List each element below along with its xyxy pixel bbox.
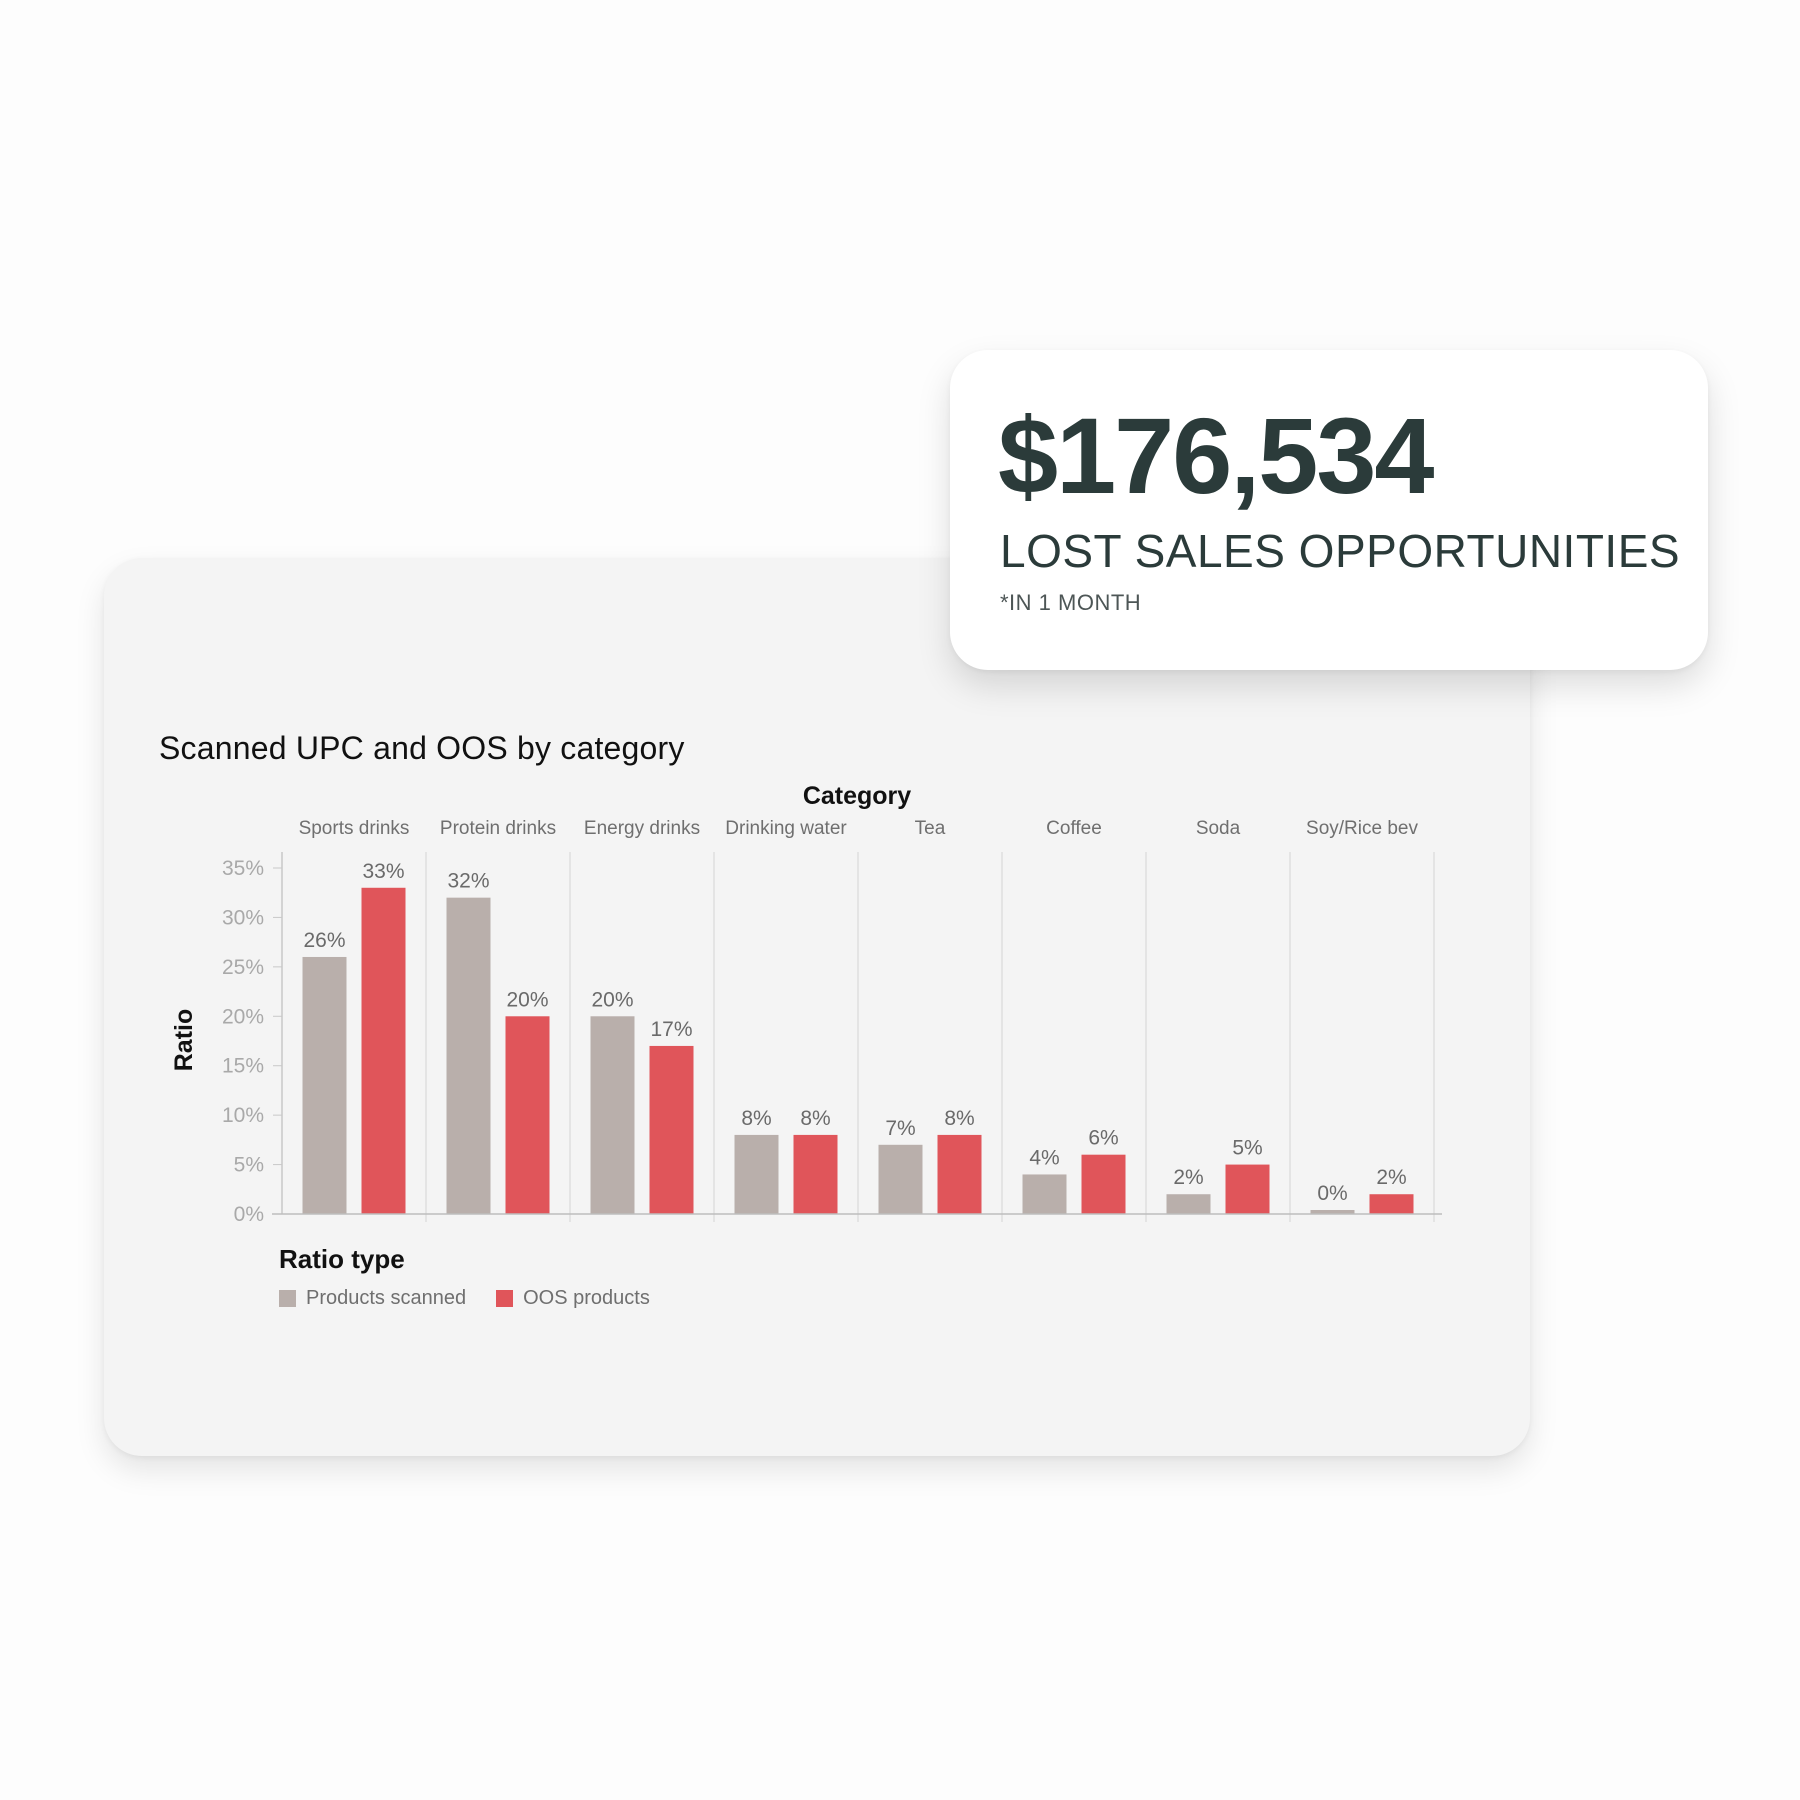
data-label-oos-products-soda: 5%: [1232, 1137, 1262, 1160]
y-axis-title: Ratio: [170, 1009, 198, 1072]
data-label-oos-products-sports-drinks: 33%: [362, 860, 404, 883]
bar-products-scanned-soda: [1166, 1194, 1211, 1214]
data-label-products-scanned-soy-rice-bev: 0%: [1317, 1182, 1347, 1205]
x-axis-title: Category: [803, 782, 911, 810]
kpi-card: $176,534 LOST SALES OPPORTUNITIES *IN 1 …: [950, 350, 1708, 670]
category-label-protein-drinks: Protein drinks: [440, 818, 556, 839]
bar-oos-products-protein-drinks: [505, 1016, 550, 1214]
data-label-products-scanned-drinking-water: 8%: [741, 1107, 771, 1130]
category-label-soy-rice-bev: Soy/Rice bev: [1306, 818, 1418, 839]
category-label-energy-drinks: Energy drinks: [584, 818, 700, 839]
y-tick-label: 25%: [222, 956, 264, 979]
chart-title: Scanned UPC and OOS by category: [159, 730, 685, 766]
kpi-note: *IN 1 MONTH: [1000, 590, 1142, 615]
legend-swatch-oos-products: [496, 1290, 514, 1307]
bar-products-scanned-coffee: [1022, 1174, 1067, 1214]
data-label-oos-products-drinking-water: 8%: [800, 1107, 830, 1130]
bar-products-scanned-sports-drinks: [302, 956, 347, 1214]
bar-oos-products-sports-drinks: [361, 887, 406, 1214]
data-label-oos-products-tea: 8%: [944, 1107, 974, 1130]
y-tick-label: 15%: [222, 1055, 264, 1078]
data-label-oos-products-soy-rice-bev: 2%: [1376, 1166, 1406, 1189]
category-label-sports-drinks: Sports drinks: [299, 818, 410, 839]
kpi-amount: $176,534: [998, 395, 1434, 516]
y-tick-label: 30%: [222, 906, 264, 929]
bar-products-scanned-soy-rice-bev: [1310, 1210, 1355, 1214]
legend-label-oos-products: OOS products: [523, 1287, 650, 1309]
data-label-products-scanned-coffee: 4%: [1029, 1146, 1059, 1169]
plot-area: 0% 5% 10% 15% 20% 25% 30% 35% Sports drinks 26% 33…: [222, 818, 1442, 1226]
data-label-products-scanned-sports-drinks: 26%: [303, 929, 345, 952]
bar-oos-products-energy-drinks: [649, 1045, 694, 1214]
bar-oos-products-drinking-water: [793, 1134, 838, 1214]
data-label-oos-products-coffee: 6%: [1088, 1127, 1118, 1150]
category-label-drinking-water: Drinking water: [725, 818, 847, 839]
y-tick-label: 5%: [234, 1154, 264, 1177]
data-label-products-scanned-tea: 7%: [885, 1117, 915, 1140]
kpi-label: LOST SALES OPPORTUNITIES: [1000, 525, 1681, 577]
bar-products-scanned-energy-drinks: [590, 1016, 635, 1214]
data-label-products-scanned-soda: 2%: [1173, 1166, 1203, 1189]
data-label-products-scanned-energy-drinks: 20%: [591, 988, 633, 1011]
data-label-products-scanned-protein-drinks: 32%: [447, 870, 489, 893]
legend-title: Ratio type: [279, 1244, 405, 1274]
y-tick-label: 35%: [222, 857, 264, 880]
y-tick-label: 0%: [234, 1203, 264, 1226]
category-label-tea: Tea: [915, 818, 946, 839]
bar-oos-products-coffee: [1081, 1154, 1126, 1214]
bar-chart: Category Ratio 0% 5% 10% 15% 20% 25% 30% 35% Spo…: [170, 782, 1442, 1226]
y-tick-label: 10%: [222, 1104, 264, 1127]
category-label-soda: Soda: [1196, 818, 1241, 839]
bar-products-scanned-tea: [878, 1144, 923, 1214]
y-tick-label: 20%: [222, 1005, 264, 1028]
category-label-coffee: Coffee: [1046, 818, 1102, 839]
legend-label-products-scanned: Products scanned: [306, 1287, 467, 1309]
data-label-oos-products-protein-drinks: 20%: [506, 988, 548, 1011]
legend-item-products-scanned: Products scanned: [279, 1287, 466, 1310]
legend-swatch-products-scanned: [279, 1290, 296, 1307]
bar-oos-products-soy-rice-bev: [1369, 1194, 1414, 1214]
bar-products-scanned-protein-drinks: [446, 897, 491, 1214]
bar-oos-products-soda: [1225, 1164, 1270, 1214]
legend-item-oos-products: OOS products: [496, 1287, 650, 1310]
chart-panel: Scanned UPC and OOS by category Category…: [104, 558, 1530, 1456]
legend: Ratio type Products scanned OOS products: [279, 1244, 650, 1310]
bar-products-scanned-drinking-water: [734, 1134, 779, 1214]
data-label-oos-products-energy-drinks: 17%: [650, 1018, 692, 1041]
bar-oos-products-tea: [937, 1134, 982, 1214]
